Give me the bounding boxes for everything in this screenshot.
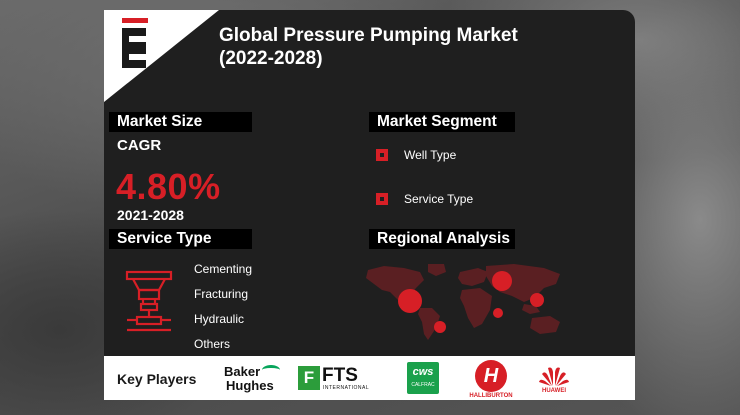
south-america-marker xyxy=(434,321,446,333)
cagr-label: CAGR xyxy=(117,137,162,154)
bullet-square-icon xyxy=(376,149,388,161)
north-america-marker xyxy=(398,289,422,313)
swoosh-icon xyxy=(262,365,280,375)
key-players-label: Key Players xyxy=(117,371,197,387)
world-map xyxy=(366,264,560,340)
segment-label: Well Type xyxy=(404,148,457,162)
regional-analysis-heading: Regional Analysis xyxy=(369,229,515,249)
south-america-shape xyxy=(418,308,440,340)
huawei-name: HUAWEI xyxy=(542,388,566,394)
africa-shape xyxy=(460,288,492,328)
huawei-flower-icon xyxy=(539,367,569,386)
service-item: Hydraulic xyxy=(194,312,245,326)
bullet-square-icon xyxy=(376,193,388,205)
middle-east-marker xyxy=(493,308,503,318)
fts-international-logo: F FTS INTERNATIONAL xyxy=(298,365,370,392)
australia-shape xyxy=(530,316,560,334)
market-segment-heading: Market Segment xyxy=(369,112,515,132)
page-title: Global Pressure Pumping Market (2022-202… xyxy=(219,24,549,70)
service-item: Fracturing xyxy=(194,287,249,301)
halliburton-name: HALLIBURTON xyxy=(469,393,513,399)
europe-shape xyxy=(458,268,488,286)
baker-line: Baker xyxy=(224,364,261,379)
service-list: Cementing Fracturing Hydraulic Others xyxy=(194,262,252,362)
hughes-line: Hughes xyxy=(226,378,274,393)
service-item: Cementing xyxy=(194,262,253,276)
service-item: Others xyxy=(194,337,231,351)
logo-icon xyxy=(122,18,148,70)
halliburton-logo: H HALLIBURTON xyxy=(468,360,514,400)
huawei-logo: HUAWEI xyxy=(536,364,572,396)
title-line-2: (2022-2028) xyxy=(219,48,323,69)
period-label: 2021-2028 xyxy=(117,207,184,223)
calfrac-logo: cws CALFRAC xyxy=(407,362,439,394)
segment-item-well-type: Well Type xyxy=(376,148,456,162)
fts-mark: F xyxy=(298,366,320,390)
cagr-value: 4.80% xyxy=(116,166,221,207)
segment-item-service-type: Service Type xyxy=(376,192,473,206)
asia-pacific-marker xyxy=(530,293,544,307)
segment-label: Service Type xyxy=(404,192,474,206)
europe-marker xyxy=(492,271,512,291)
cws-subtitle: CALFRAC xyxy=(411,382,435,388)
cws-mark: cws xyxy=(412,366,434,378)
service-type-heading: Service Type xyxy=(109,229,252,249)
fts-subtitle: INTERNATIONAL xyxy=(323,385,370,391)
fts-name: FTS xyxy=(322,365,358,386)
title-line-1: Global Pressure Pumping Market xyxy=(219,25,518,46)
pump-icon xyxy=(125,270,173,332)
market-size-heading: Market Size xyxy=(109,112,252,132)
halliburton-mark: H xyxy=(475,360,507,392)
baker-hughes-logo: Baker Hughes xyxy=(224,363,284,393)
greenland-shape xyxy=(428,264,446,276)
